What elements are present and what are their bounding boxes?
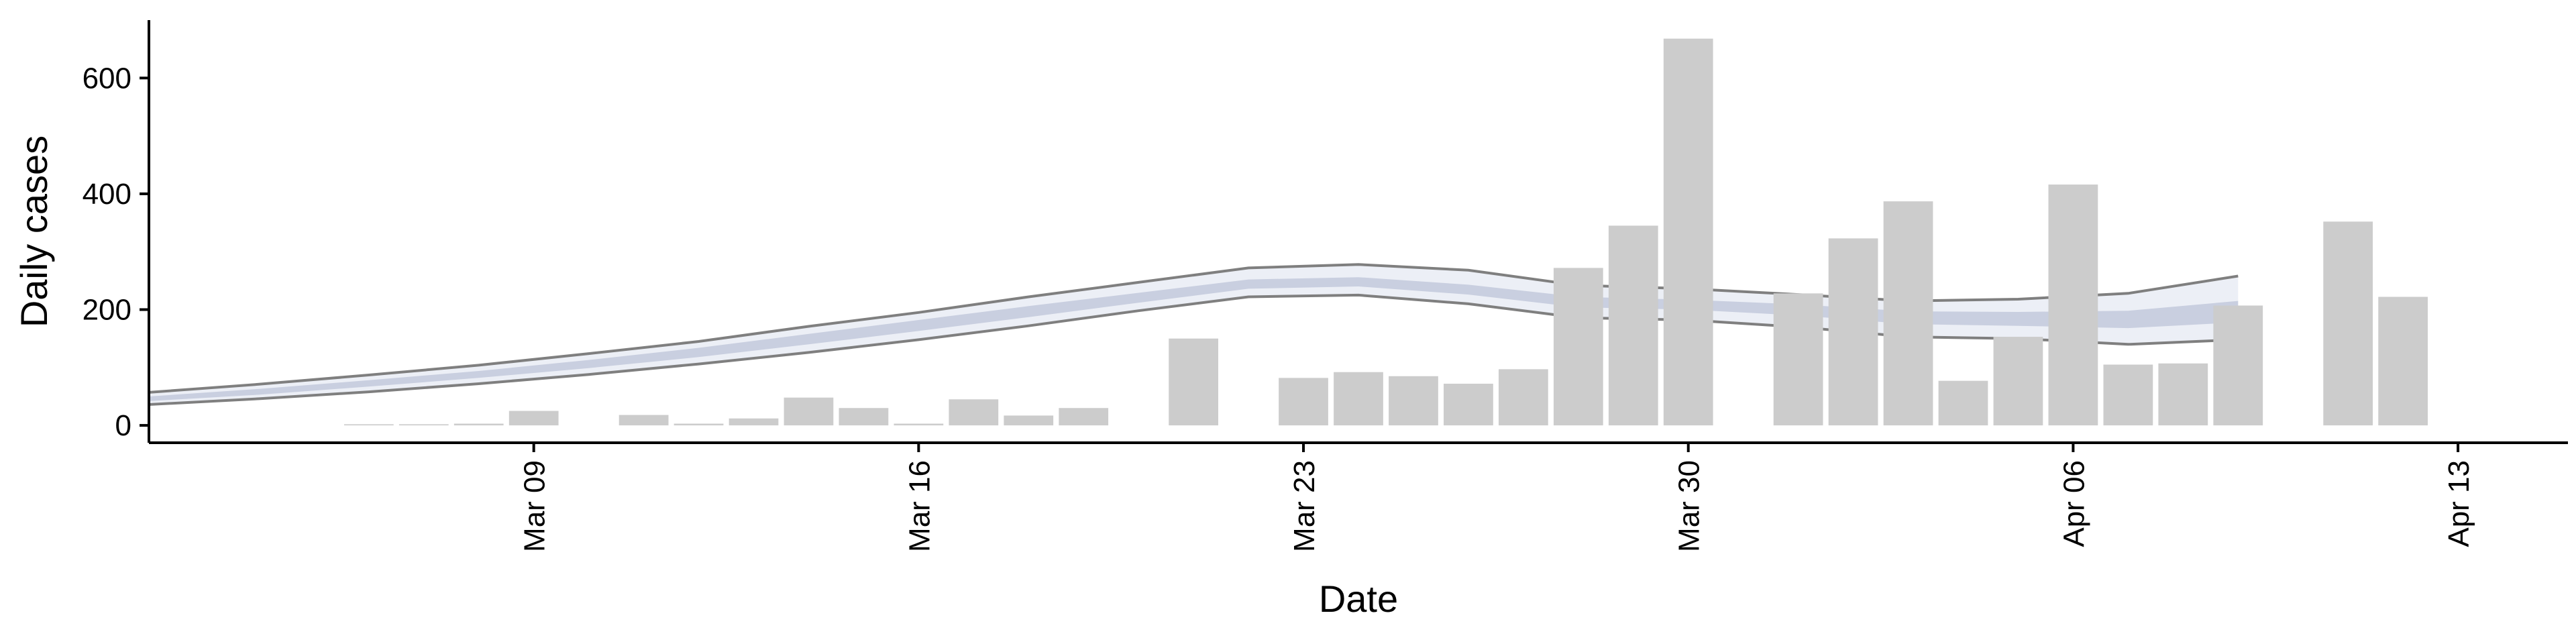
bar-2020-04-02 [1828, 238, 1878, 426]
bar-2020-03-13 [729, 418, 779, 426]
bar-2020-03-14 [784, 397, 834, 426]
bar-2020-03-11 [619, 415, 669, 426]
y-axis-title: Daily cases [13, 136, 55, 327]
x-tick-label: Mar 30 [1673, 460, 1706, 552]
bar-layer [343, 38, 2428, 426]
bar-2020-03-24 [1334, 372, 1383, 426]
bar-2020-03-23 [1279, 378, 1328, 426]
y-tick-label: 0 [115, 409, 131, 442]
bar-2020-04-04 [1938, 380, 1988, 426]
bar-2020-03-06 [343, 424, 394, 426]
x-tick-label: Apr 13 [2443, 460, 2475, 547]
bar-2020-03-21 [1169, 338, 1219, 426]
bar-2020-03-28 [1553, 268, 1603, 426]
bar-2020-04-11 [2323, 221, 2373, 426]
bar-2020-04-08 [2158, 363, 2208, 426]
y-ticks: 0 200 400 600 [83, 62, 149, 442]
estimate-inner-band [149, 277, 2239, 401]
y-tick-label: 400 [83, 178, 131, 211]
bar-2020-03-29 [1608, 225, 1658, 426]
bar-2020-03-08 [453, 423, 504, 426]
bar-2020-04-09 [2213, 305, 2263, 426]
x-tick-label: Mar 23 [1288, 460, 1321, 552]
bar-2020-03-30 [1663, 38, 1713, 426]
bar-2020-03-07 [398, 424, 449, 426]
x-tick-label: Apr 06 [2057, 460, 2090, 547]
bar-2020-03-15 [839, 408, 889, 426]
bar-2020-04-06 [2048, 184, 2098, 426]
x-tick-label: Mar 09 [519, 460, 551, 552]
bar-2020-03-26 [1444, 383, 1493, 426]
x-axis-title: Date [1319, 578, 1398, 620]
y-tick-label: 200 [83, 294, 131, 327]
bar-2020-04-05 [1993, 337, 2043, 426]
bar-2020-03-16 [894, 423, 944, 426]
bar-2020-03-19 [1059, 408, 1109, 426]
bar-2020-03-18 [1004, 415, 1054, 426]
bar-2020-04-01 [1773, 293, 1823, 426]
x-tick-label: Mar 16 [903, 460, 936, 552]
bar-2020-03-12 [674, 423, 724, 426]
bar-2020-04-03 [1883, 201, 1933, 426]
x-ticks: Mar 09 Mar 16 Mar 23 Mar 30 Apr 06 Apr 13 [519, 443, 2475, 552]
bar-2020-03-25 [1389, 376, 1438, 426]
bar-2020-03-27 [1498, 369, 1548, 426]
y-tick-label: 600 [83, 62, 131, 95]
bar-2020-04-12 [2378, 297, 2428, 426]
bar-2020-04-07 [2103, 364, 2153, 426]
axes [148, 20, 2568, 444]
bar-2020-03-09 [508, 411, 559, 426]
estimate-outer-band [149, 264, 2239, 405]
bar-2020-03-17 [949, 399, 999, 426]
